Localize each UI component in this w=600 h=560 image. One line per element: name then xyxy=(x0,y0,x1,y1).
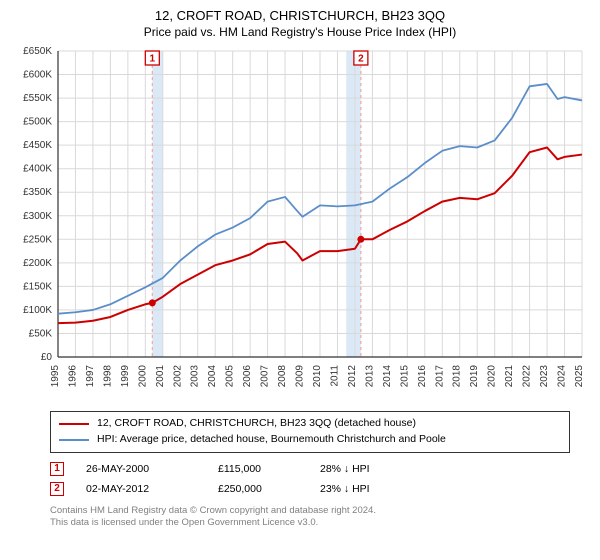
legend-box: 12, CROFT ROAD, CHRISTCHURCH, BH23 3QQ (… xyxy=(50,411,570,453)
legend-item: HPI: Average price, detached house, Bour… xyxy=(59,432,561,448)
svg-text:£0: £0 xyxy=(41,352,53,363)
svg-text:£500K: £500K xyxy=(23,117,52,128)
svg-text:2007: 2007 xyxy=(260,365,271,388)
svg-text:2000: 2000 xyxy=(137,365,148,388)
svg-text:£400K: £400K xyxy=(23,164,52,175)
svg-text:2: 2 xyxy=(358,54,364,65)
svg-text:2004: 2004 xyxy=(207,365,218,388)
sale-marker-box: 1 xyxy=(50,462,64,476)
sale-hpi-delta: 23% ↓ HPI xyxy=(320,483,370,495)
svg-text:2020: 2020 xyxy=(487,365,498,388)
footer-licence: Contains HM Land Registry data © Crown c… xyxy=(50,505,588,531)
svg-text:£200K: £200K xyxy=(23,258,52,269)
chart-title: 12, CROFT ROAD, CHRISTCHURCH, BH23 3QQ xyxy=(10,8,590,23)
svg-text:£650K: £650K xyxy=(23,46,52,57)
chart-plot-area: £0 £50K £100K £150K £200K £250K £300K £350K £400… xyxy=(10,45,590,405)
svg-text:2018: 2018 xyxy=(452,365,463,388)
svg-text:2022: 2022 xyxy=(522,365,533,388)
sale-marker-box: 2 xyxy=(50,482,64,496)
svg-text:2015: 2015 xyxy=(399,365,410,388)
svg-text:2023: 2023 xyxy=(539,365,550,388)
chart-subtitle: Price paid vs. HM Land Registry's House … xyxy=(10,25,590,39)
legend-label: 12, CROFT ROAD, CHRISTCHURCH, BH23 3QQ (… xyxy=(97,416,416,432)
footer-line-2: This data is licensed under the Open Gov… xyxy=(50,517,588,530)
svg-text:2006: 2006 xyxy=(242,365,253,388)
svg-text:2009: 2009 xyxy=(295,365,306,388)
legend-item: 12, CROFT ROAD, CHRISTCHURCH, BH23 3QQ (… xyxy=(59,416,561,432)
svg-text:2002: 2002 xyxy=(172,365,183,388)
legend-label: HPI: Average price, detached house, Bour… xyxy=(97,432,446,448)
svg-text:1: 1 xyxy=(150,54,156,65)
sale-row: 1 26-MAY-2000 £115,000 28% ↓ HPI xyxy=(50,459,570,479)
svg-text:£100K: £100K xyxy=(23,305,52,316)
svg-text:2017: 2017 xyxy=(434,365,445,388)
svg-text:2019: 2019 xyxy=(469,365,480,388)
chart-container: 12, CROFT ROAD, CHRISTCHURCH, BH23 3QQ P… xyxy=(0,0,600,560)
svg-text:2010: 2010 xyxy=(312,365,323,388)
svg-text:£50K: £50K xyxy=(29,328,53,339)
sale-date: 02-MAY-2012 xyxy=(86,483,196,495)
svg-text:2001: 2001 xyxy=(155,365,166,388)
svg-text:£350K: £350K xyxy=(23,187,52,198)
legend-swatch xyxy=(59,423,89,425)
svg-text:2016: 2016 xyxy=(417,365,428,388)
legend-swatch xyxy=(59,439,89,441)
svg-text:2003: 2003 xyxy=(190,365,201,388)
chart-svg: £0 £50K £100K £150K £200K £250K £300K £350K £400… xyxy=(10,45,590,405)
svg-text:£250K: £250K xyxy=(23,234,52,245)
sale-price: £115,000 xyxy=(218,463,298,475)
svg-text:£300K: £300K xyxy=(23,211,52,222)
svg-text:2014: 2014 xyxy=(382,365,393,388)
sale-marker-rows: 1 26-MAY-2000 £115,000 28% ↓ HPI 2 02-MAY-201… xyxy=(50,459,570,499)
svg-text:2011: 2011 xyxy=(329,365,340,387)
svg-text:2008: 2008 xyxy=(277,365,288,388)
svg-text:2025: 2025 xyxy=(574,365,585,388)
sale-date: 26-MAY-2000 xyxy=(86,463,196,475)
sale-price: £250,000 xyxy=(218,483,298,495)
svg-text:1995: 1995 xyxy=(50,365,61,388)
svg-text:£550K: £550K xyxy=(23,93,52,104)
svg-text:1999: 1999 xyxy=(120,365,131,388)
sale-row: 2 02-MAY-2012 £250,000 23% ↓ HPI xyxy=(50,479,570,499)
svg-text:£450K: £450K xyxy=(23,140,52,151)
svg-text:2024: 2024 xyxy=(557,365,568,388)
svg-text:2005: 2005 xyxy=(225,365,236,388)
svg-text:2013: 2013 xyxy=(364,365,375,388)
svg-text:£150K: £150K xyxy=(23,281,52,292)
svg-text:£600K: £600K xyxy=(23,70,52,81)
svg-text:1998: 1998 xyxy=(102,365,113,388)
footer-line-1: Contains HM Land Registry data © Crown c… xyxy=(50,505,588,518)
sale-hpi-delta: 28% ↓ HPI xyxy=(320,463,370,475)
svg-text:1996: 1996 xyxy=(67,365,78,388)
svg-text:2012: 2012 xyxy=(347,365,358,388)
svg-text:2021: 2021 xyxy=(504,365,515,388)
svg-text:1997: 1997 xyxy=(85,365,96,388)
